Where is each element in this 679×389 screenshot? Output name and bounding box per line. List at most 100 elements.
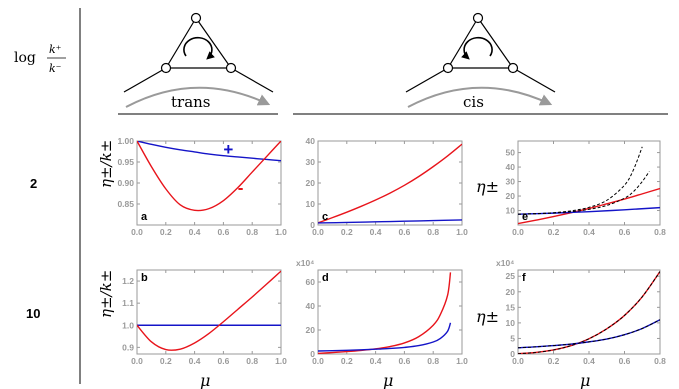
x-tick-label: 0.8 xyxy=(654,227,666,237)
series-line-f-2 xyxy=(518,319,660,349)
log-ratio-label: log k⁺ k⁻ xyxy=(14,43,66,75)
y-multiplier-label: x10⁴ xyxy=(496,258,514,268)
node-right xyxy=(507,62,519,74)
clockwise-arrow-icon xyxy=(183,36,215,60)
x-tick-label: 0.8 xyxy=(427,356,439,366)
annotation-plus: + xyxy=(223,140,233,159)
y-tick-label: 0.85 xyxy=(117,199,134,209)
y-tick-label: 1.1 xyxy=(122,298,134,308)
series-line-e-1 xyxy=(518,206,660,215)
series-line-f-0 xyxy=(518,271,660,354)
y-tick-label: 1.0 xyxy=(122,320,134,330)
y-tick-label: 20 xyxy=(506,287,516,297)
panel-f: 0.0 0.2 0.4 0.6 0.8 0 5 10 15 20 25 x10⁴ f xyxy=(496,258,666,366)
y-tick-label: 0 xyxy=(310,349,315,359)
annotation-minus: - xyxy=(238,179,244,198)
panel-letter-f: f xyxy=(522,272,526,284)
trans-triangle xyxy=(164,16,233,69)
y-axis-label-eta: η± xyxy=(476,307,499,326)
y-tick-label: 20 xyxy=(306,325,316,335)
y-axis-label-eta: η± xyxy=(476,177,499,196)
x-tick-label: 0.6 xyxy=(398,356,410,366)
x-tick-label: 0.0 xyxy=(312,227,324,237)
panel-letter-c: c xyxy=(322,211,328,223)
y-tick-label: 40 xyxy=(306,301,316,311)
y-tick-label: 1.00 xyxy=(117,136,134,146)
y-tick-label: 50 xyxy=(506,148,516,158)
trans-schematic: trans xyxy=(118,12,278,115)
x-axis-label-mu: μ xyxy=(383,371,393,389)
x-axis-label-mu: μ xyxy=(580,371,590,389)
cis-schematic: cis xyxy=(293,12,668,115)
series-line-c-0 xyxy=(318,143,462,224)
series-line-e-2 xyxy=(518,146,643,215)
axes-frame xyxy=(317,140,463,226)
cis-triangle xyxy=(446,16,515,69)
cis-flow-arrow-icon xyxy=(407,86,553,108)
y-tick-label: 5 xyxy=(510,333,515,343)
y-tick-label: 30 xyxy=(306,157,316,167)
x-axis-label-mu: μ xyxy=(200,371,210,389)
series-line-d-0 xyxy=(318,272,452,354)
x-tick-label: 0.0 xyxy=(512,356,524,366)
y-tick-label: 1.2 xyxy=(122,276,134,286)
x-tick-label: 0.2 xyxy=(160,356,172,366)
series-line-c-1 xyxy=(318,219,462,224)
ratio-numerator: k⁺ xyxy=(49,43,62,56)
log-text: log xyxy=(14,50,36,66)
panel-d: 0.0 0.2 0.4 0.6 0.8 1.0 0 20 40 60 x10⁴ d xyxy=(296,258,468,366)
cis-label: cis xyxy=(463,93,484,111)
node-top xyxy=(190,12,202,24)
y-tick-label: 0.9 xyxy=(122,342,134,352)
trans-flow-arrow-icon xyxy=(125,86,271,108)
series-line-a-0 xyxy=(137,141,281,162)
x-tick-label: 0.2 xyxy=(548,227,560,237)
row-label-2: 2 xyxy=(30,176,37,191)
series-line-f-3 xyxy=(518,319,660,349)
series-line-a-1 xyxy=(137,141,281,212)
x-tick-label: 0.6 xyxy=(619,227,631,237)
y-axis-label-eta-over-k: η±/k± xyxy=(97,140,115,188)
axes-frame xyxy=(136,269,282,355)
x-tick-label: 0.4 xyxy=(189,227,201,237)
panel-b: 0.0 0.2 0.4 0.6 0.8 1.0 0.9 1.0 1.1 1.2 b xyxy=(122,269,287,366)
panel-letter-d: d xyxy=(322,272,329,284)
x-tick-label: 0.6 xyxy=(398,227,410,237)
x-tick-label: 0.4 xyxy=(370,356,382,366)
y-tick-label: 0.90 xyxy=(117,178,134,188)
x-tick-label: 1.0 xyxy=(456,356,468,366)
panel-c: 0.0 0.2 0.4 0.6 0.8 1.0 0 10 20 30 40 c xyxy=(306,136,469,237)
x-tick-label: 0.6 xyxy=(217,356,229,366)
node-left xyxy=(160,62,172,74)
y-tick-label: 0 xyxy=(310,220,315,230)
x-tick-label: 0.8 xyxy=(246,356,258,366)
x-tick-label: 0.4 xyxy=(370,227,382,237)
series-line-e-0 xyxy=(518,187,660,225)
x-tick-label: 0.8 xyxy=(427,227,439,237)
x-tick-label: 1.0 xyxy=(275,356,287,366)
y-tick-label: 20 xyxy=(306,178,316,188)
chart-panels: 0.0 0.2 0.4 0.6 0.8 1.00.850.900.951.00a+-0.0… xyxy=(117,136,666,366)
x-tick-label: 0.6 xyxy=(217,227,229,237)
x-tick-label: 0.4 xyxy=(583,227,595,237)
y-tick-label: 60 xyxy=(306,277,316,287)
y-tick-label: 20 xyxy=(506,191,516,201)
series-line-d-1 xyxy=(318,322,452,352)
x-tick-label: 0.2 xyxy=(548,356,560,366)
axes-frame xyxy=(317,269,463,355)
y-tick-label: 10 xyxy=(306,199,316,209)
y-tick-label: 0.95 xyxy=(117,157,134,167)
panel-e: 0.0 0.2 0.4 0.6 0.8 10 20 30 40 50 e xyxy=(506,140,666,237)
y-tick-label: 15 xyxy=(506,302,516,312)
series-line-e-3 xyxy=(518,171,650,215)
y-tick-label: 25 xyxy=(506,271,516,281)
x-tick-label: 0.8 xyxy=(246,227,258,237)
x-tick-label: 0.0 xyxy=(512,227,524,237)
counterclockwise-arrow-icon xyxy=(461,36,493,60)
y-tick-label: 40 xyxy=(306,136,316,146)
node-right xyxy=(225,62,237,74)
y-tick-label: 30 xyxy=(506,177,516,187)
x-tick-label: 0.0 xyxy=(131,356,143,366)
y-tick-label: 0 xyxy=(510,349,515,359)
panel-a: 0.0 0.2 0.4 0.6 0.8 1.0 0.85 0.90 0.95 1.00 a + - xyxy=(117,136,287,237)
